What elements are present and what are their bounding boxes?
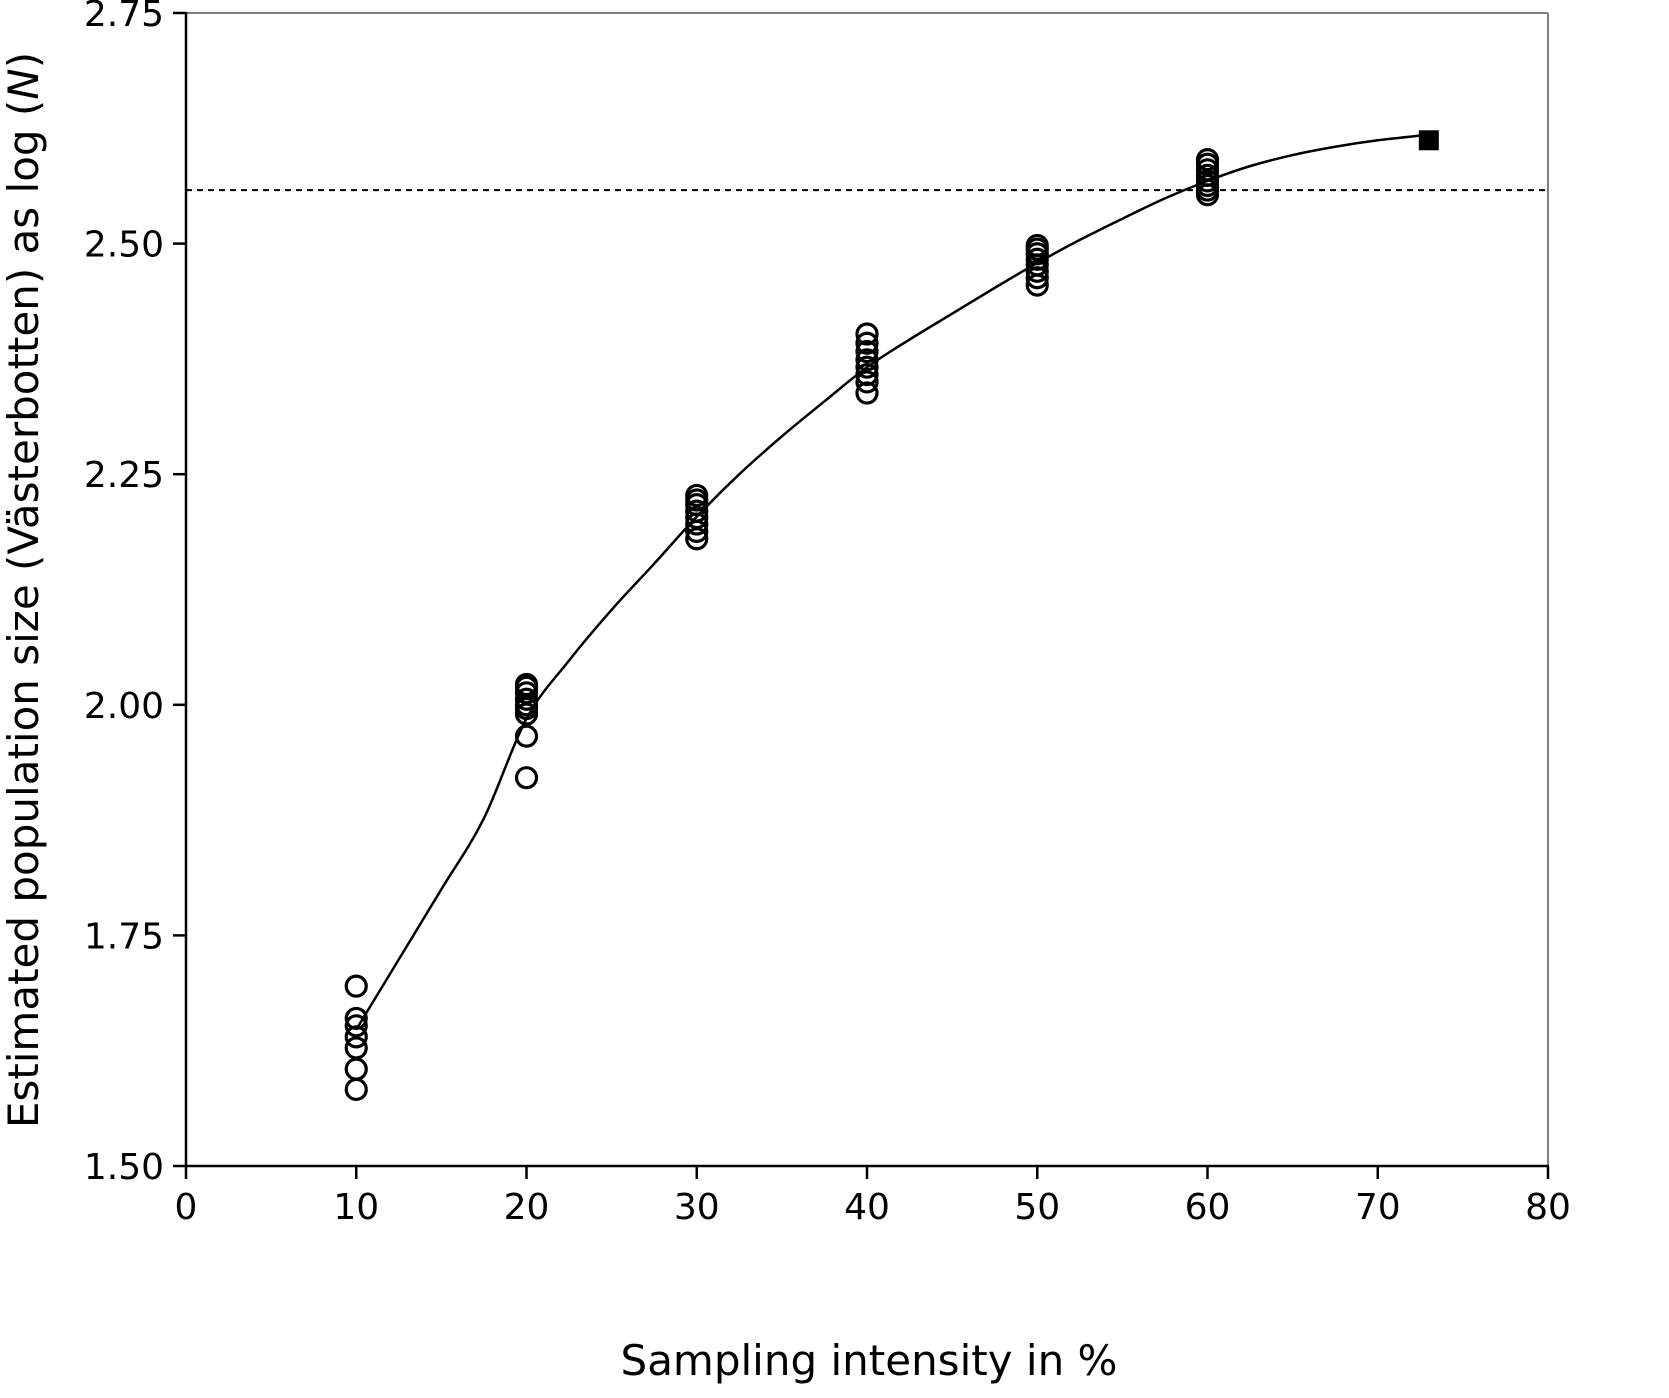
data-point-circle [514, 724, 539, 748]
data-point-circle [514, 766, 539, 790]
data-point-circle [344, 1077, 368, 1102]
data-point-circle [855, 339, 879, 364]
data-point-circle [855, 322, 879, 346]
fit-curve [355, 134, 1421, 1031]
data-point-circle [685, 483, 709, 508]
x-tick-label: 50 [1014, 1187, 1060, 1228]
data-point-circle [685, 499, 709, 523]
y-axis-title-end: ) [0, 52, 48, 68]
plot-frame [186, 12, 1549, 1166]
data-point-circle [855, 355, 879, 379]
data-point-circle [855, 362, 879, 387]
x-tick-label: 40 [844, 1187, 890, 1228]
data-point-circle [344, 1057, 368, 1081]
data-point-square [1418, 130, 1439, 151]
data-point-circle [685, 505, 709, 530]
data-point-circle [855, 370, 879, 394]
y-tick-label: 1.50 [84, 1147, 164, 1188]
y-tick-label: 2.00 [84, 686, 164, 727]
data-point-circle [1195, 148, 1220, 172]
data-point-circle [1025, 259, 1049, 283]
data-points-layer [344, 130, 1439, 1102]
y-axis-title-italic: N [0, 68, 48, 99]
x-tick-label: 60 [1185, 1187, 1231, 1228]
x-tick-label: 10 [333, 1187, 379, 1228]
data-point-circle [1025, 233, 1049, 258]
y-axis-title: Estimated population size (Västerbotten)… [0, 52, 48, 1128]
data-point-circle [344, 1036, 368, 1060]
y-tick-label: 2.75 [84, 0, 164, 35]
y-tick-label: 1.75 [84, 916, 164, 957]
axes: 0 10 20 30 40 50 60 70 80 1.50 1.75 2.00 2.25 2.50 2.7… [84, 0, 1571, 1228]
x-tick-label: 20 [504, 1187, 550, 1228]
x-tick-label: 0 [175, 1187, 198, 1228]
data-point-circle [514, 687, 539, 711]
data-point-circle [344, 1006, 368, 1031]
data-point-circle [855, 331, 879, 355]
y-tick-label: 2.25 [84, 455, 164, 496]
x-tick-label: 80 [1525, 1187, 1571, 1228]
x-tick-label: 30 [674, 1187, 720, 1228]
fit-curve-layer [355, 134, 1421, 1031]
x-tick-label: 70 [1355, 1187, 1401, 1228]
data-point-circle [344, 974, 368, 998]
data-point-circle [344, 1014, 368, 1038]
y-axis-title-main: Estimated population size (Västerbotten)… [0, 100, 48, 1128]
x-axis-title: Sampling intensity in % [621, 1336, 1118, 1385]
data-point-circle [855, 348, 879, 372]
y-tick-label: 2.50 [84, 225, 164, 266]
data-point-circle [514, 672, 539, 697]
